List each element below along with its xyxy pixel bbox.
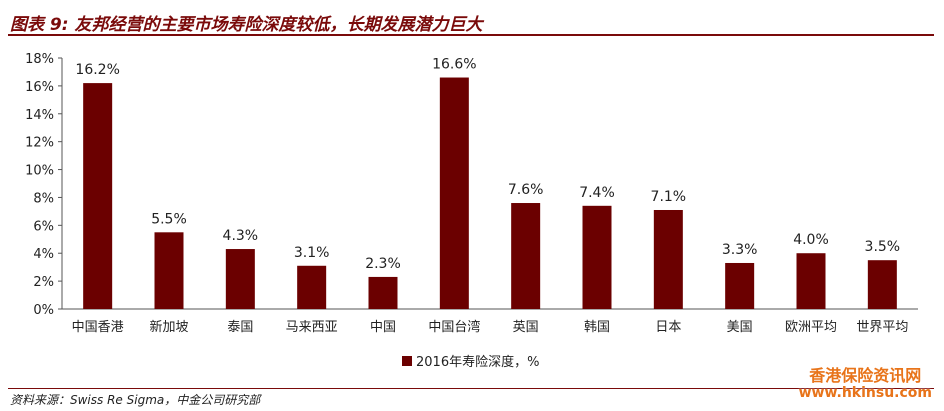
bar <box>368 276 398 309</box>
bar <box>582 205 612 309</box>
x-category-label: 日本 <box>655 320 681 335</box>
x-category-label: 中国香港 <box>72 320 124 335</box>
watermark-cn: 香港保险资讯网 <box>809 366 922 385</box>
y-axis-ticks: 0% 2% 4% 6% 8% 10% 12% 14% 16% 18% <box>25 52 62 318</box>
x-category-label: 马来西亚 <box>286 320 338 335</box>
footer-rule <box>8 388 934 389</box>
x-axis-labels: 中国香港 新加坡 泰国 马来西亚 中国 中国台湾 英国 韩国 日本 美国 欧洲平均 世界平均 <box>72 319 909 335</box>
bar <box>725 262 755 309</box>
x-category-label: 中国台湾 <box>428 319 480 335</box>
bar <box>796 253 826 309</box>
bars <box>83 77 897 310</box>
legend-swatch <box>402 356 412 366</box>
bar <box>154 232 184 309</box>
bar-value-label: 4.0% <box>793 232 829 248</box>
bar <box>225 249 255 309</box>
bar-value-label: 7.1% <box>651 189 687 205</box>
bar-value-label: 3.1% <box>294 245 330 261</box>
bar <box>653 209 683 309</box>
x-category-label: 新加坡 <box>149 319 188 335</box>
x-category-label: 美国 <box>727 320 753 335</box>
title-bar: 图表 9: 友邦经营的主要市场寿险深度较低，长期发展潜力巨大 <box>8 8 934 36</box>
legend: 2016年寿险深度，% <box>402 354 539 370</box>
bar <box>511 203 541 309</box>
bar-value-label: 7.4% <box>579 185 615 201</box>
bar-value-label: 3.3% <box>722 242 758 258</box>
x-category-label: 欧洲平均 <box>785 320 837 335</box>
bar-value-label: 16.2% <box>75 62 119 78</box>
x-category-label: 韩国 <box>584 320 610 335</box>
x-category-label: 泰国 <box>227 320 253 335</box>
source-note: 资料来源：Swiss Re Sigma，中金公司研究部 <box>10 393 261 407</box>
legend-label: 2016年寿险深度，% <box>416 354 539 370</box>
watermark-url: www.hkinsu.com <box>798 385 932 401</box>
bar-value-label: 16.6% <box>432 57 476 73</box>
bar-value-label: 7.6% <box>508 182 544 198</box>
y-tick-label: 0% <box>33 303 54 318</box>
bar-value-label: 5.5% <box>151 211 187 227</box>
y-tick-label: 8% <box>33 191 54 206</box>
y-tick-label: 18% <box>25 52 54 67</box>
bar-value-label: 2.3% <box>365 256 401 272</box>
y-tick-label: 14% <box>25 108 54 123</box>
bar <box>867 260 897 309</box>
watermark: 香港保险资讯网 www.hkinsu.com <box>798 366 932 402</box>
y-tick-label: 2% <box>33 275 54 290</box>
x-category-label: 世界平均 <box>856 320 908 335</box>
bar-value-label: 3.5% <box>865 239 901 255</box>
x-category-label: 中国 <box>370 320 396 335</box>
data-labels: 16.2% 5.5% 4.3% 3.1% 2.3% 16.6% 7.6% 7.4% 7.1% 3.… <box>75 57 900 272</box>
y-tick-label: 4% <box>33 247 54 262</box>
bar <box>83 83 113 309</box>
bar-value-label: 4.3% <box>223 228 259 244</box>
y-tick-label: 12% <box>25 136 54 151</box>
bar <box>439 77 469 310</box>
y-tick-label: 10% <box>25 164 54 179</box>
y-tick-label: 6% <box>33 219 54 234</box>
y-tick-label: 16% <box>25 80 54 95</box>
x-category-label: 英国 <box>513 320 539 335</box>
figure-title: 图表 9: 友邦经营的主要市场寿险深度较低，长期发展潜力巨大 <box>10 15 483 35</box>
bar <box>297 265 327 309</box>
